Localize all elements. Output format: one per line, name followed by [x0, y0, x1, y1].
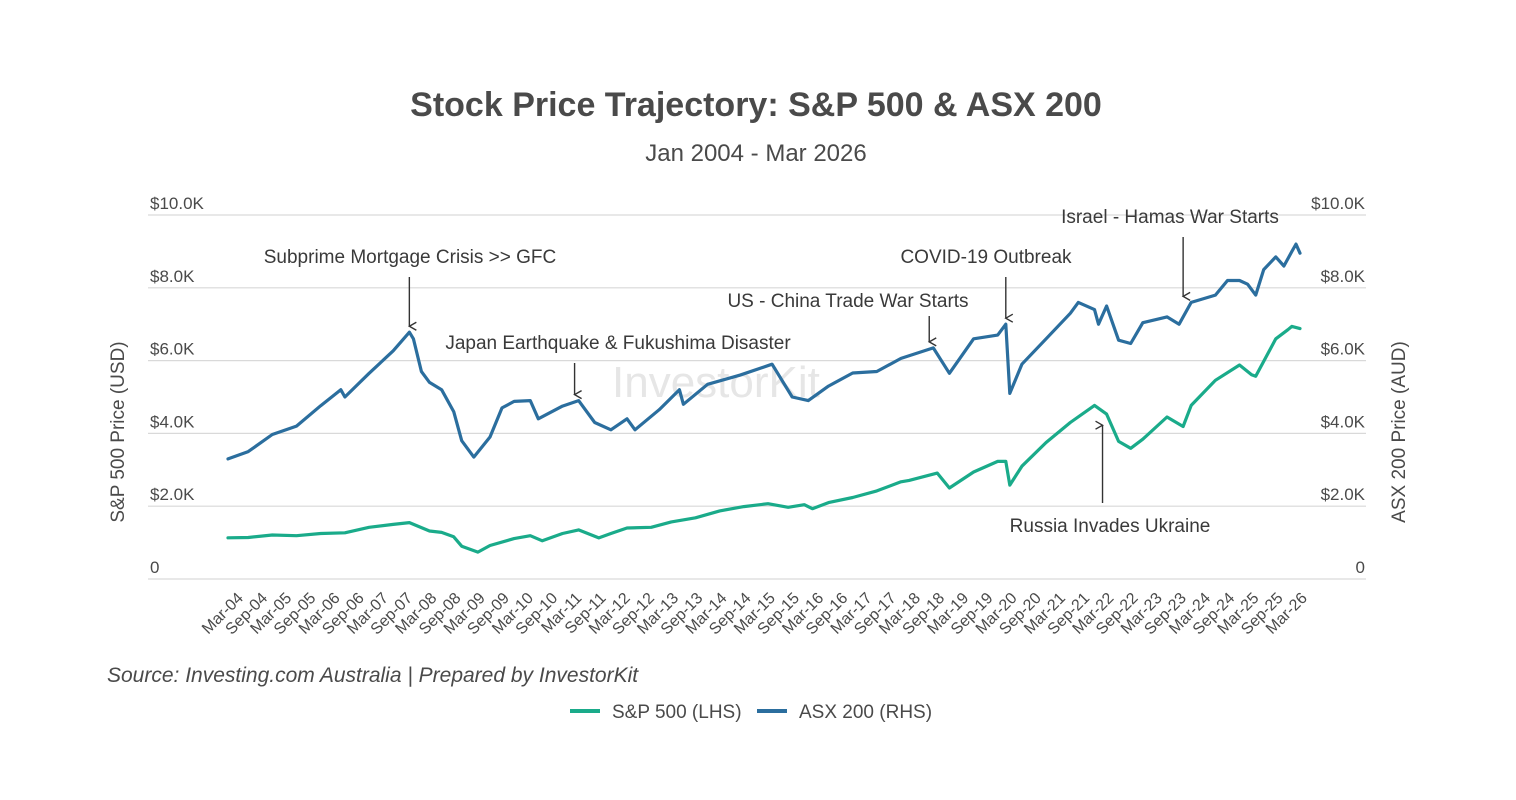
series-line-sp500 — [226, 324, 1302, 554]
y-tick-right-label: 0 — [1356, 558, 1365, 577]
y-tick-left-label: $2.0K — [150, 485, 195, 504]
series-line-asx200 — [226, 242, 1302, 461]
y-axis-left-title: S&P 500 Price (USD) — [108, 341, 129, 522]
plot-area — [226, 242, 1302, 554]
y-tick-right-label: $4.0K — [1321, 412, 1366, 431]
y-tick-right-label: $10.0K — [1311, 194, 1366, 213]
y-axis-left: 0 $2.0K $4.0K $6.0K $8.0K $10.0K — [150, 194, 205, 577]
annotation-label: Japan Earthquake & Fukushima Disaster — [445, 333, 791, 354]
y-tick-left-label: $4.0K — [150, 412, 195, 431]
y-axis-right-title: ASX 200 Price (AUD) — [1389, 341, 1410, 523]
legend: S&P 500 (LHS) ASX 200 (RHS) — [570, 702, 932, 723]
y-tick-right-label: $6.0K — [1321, 340, 1366, 359]
y-axis-right: 0 $2.0K $4.0K $6.0K $8.0K $10.0K — [1311, 194, 1366, 577]
annotation-label: COVID-19 Outbreak — [900, 247, 1072, 268]
annotation-label: Russia Invades Ukraine — [1010, 516, 1211, 537]
annotation-label: Subprime Mortgage Crisis >> GFC — [264, 247, 557, 268]
annotation-label: US - China Trade War Starts — [727, 291, 968, 312]
legend-label-sp500: S&P 500 (LHS) — [612, 702, 742, 723]
y-tick-right-label: $8.0K — [1321, 267, 1366, 286]
annotations: Subprime Mortgage Crisis >> GFC Japan Ear… — [264, 207, 1279, 537]
y-tick-left-label: $10.0K — [150, 194, 205, 213]
annotation-label: Israel - Hamas War Starts — [1061, 207, 1279, 228]
chart-subtitle: Jan 2004 - Mar 2026 — [645, 140, 866, 167]
y-tick-right-label: $2.0K — [1321, 485, 1366, 504]
y-tick-left-label: 0 — [150, 558, 159, 577]
y-tick-left-label: $6.0K — [150, 340, 195, 359]
x-axis: Mar-04Sep-04Mar-05Sep-05Mar-06Sep-06Mar-… — [199, 590, 1311, 639]
chart-title: Stock Price Trajectory: S&P 500 & ASX 20… — [410, 86, 1102, 124]
source-note: Source: Investing.com Australia | Prepar… — [107, 664, 639, 687]
legend-label-asx200: ASX 200 (RHS) — [799, 702, 932, 723]
y-tick-left-label: $8.0K — [150, 267, 195, 286]
